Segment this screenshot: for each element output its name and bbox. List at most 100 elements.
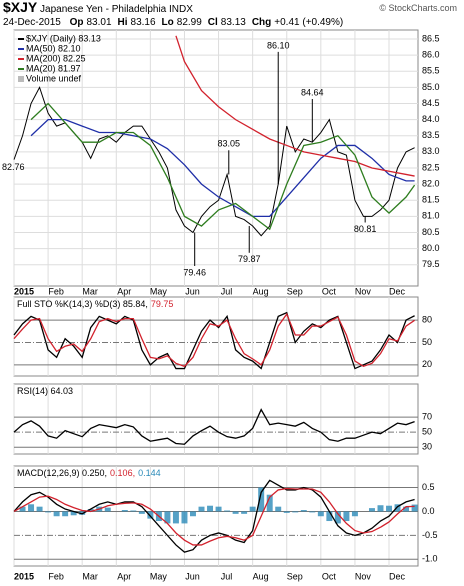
annotation: 86.10 bbox=[267, 40, 290, 50]
histogram-bar bbox=[198, 506, 205, 512]
histogram-bar bbox=[62, 511, 69, 517]
quote-value: 83.13 bbox=[220, 17, 246, 28]
annotation: 80.81 bbox=[354, 224, 377, 234]
x-tick-label: Jul bbox=[221, 286, 233, 296]
histogram-bar bbox=[45, 511, 52, 513]
x-tick-label: Sep bbox=[287, 286, 303, 296]
y-tick-label: 20 bbox=[422, 359, 432, 369]
series-line bbox=[13, 479, 415, 553]
legend-note: Volume undef bbox=[26, 73, 82, 83]
y-tick-label: 84.0 bbox=[422, 114, 440, 124]
credit: © StockCharts.com bbox=[379, 3, 457, 13]
histogram-bar bbox=[411, 504, 418, 512]
histogram-bar bbox=[121, 510, 128, 512]
series-line bbox=[13, 408, 415, 445]
y-tick-label: 81.0 bbox=[422, 211, 440, 221]
series-line bbox=[30, 118, 415, 218]
quote-line: 24-Dec-2015 Op 83.01 Hi 83.16 Lo 82.99 Cl 83.13… bbox=[3, 16, 461, 29]
legend-part: Full STO %K(14,3) %D(3) 85.84, bbox=[17, 299, 148, 309]
y-tick-label: 79.5 bbox=[422, 259, 440, 269]
legend-part: RSI(14) 64.03 bbox=[17, 386, 73, 396]
x-tick-label: Dec bbox=[389, 286, 406, 296]
x-tick-label: 2015 bbox=[14, 286, 34, 296]
y-tick-label: -1.0 bbox=[422, 554, 438, 564]
x-tick-label: Feb bbox=[48, 571, 64, 581]
x-tick-label: 2015 bbox=[14, 571, 34, 581]
histogram-bar bbox=[190, 511, 196, 517]
histogram-bar bbox=[130, 510, 137, 512]
series-line bbox=[30, 102, 416, 231]
y-tick-label: 80 bbox=[422, 314, 432, 324]
annotation: 82.76 bbox=[2, 162, 25, 172]
y-tick-label: 82.5 bbox=[422, 162, 440, 172]
y-tick-label: 70 bbox=[422, 411, 432, 421]
histogram-bar bbox=[172, 511, 179, 524]
y-tick-label: 82.0 bbox=[422, 178, 440, 188]
x-tick-label: Aug bbox=[253, 571, 269, 581]
x-tick-label: Aug bbox=[253, 286, 269, 296]
histogram-bar bbox=[368, 508, 375, 512]
histogram-bar bbox=[28, 504, 35, 512]
quote-value: 83.16 bbox=[130, 17, 156, 28]
x-tick-label: Dec bbox=[389, 571, 406, 581]
histogram-bar bbox=[138, 511, 145, 514]
series-line bbox=[175, 35, 415, 177]
y-tick-label: 30 bbox=[422, 442, 432, 452]
histogram-bar bbox=[309, 511, 316, 513]
x-tick-label: Mar bbox=[82, 571, 98, 581]
x-tick-label: Nov bbox=[355, 571, 372, 581]
x-tick-label: Oct bbox=[322, 571, 337, 581]
histogram-bar bbox=[53, 511, 60, 517]
x-tick-label: Jun bbox=[185, 571, 200, 581]
date: 24-Dec-2015 bbox=[3, 17, 61, 28]
panel-frame bbox=[13, 29, 419, 287]
histogram-bar bbox=[181, 511, 188, 524]
series-line bbox=[13, 487, 415, 546]
histogram-bar bbox=[241, 511, 248, 514]
y-tick-label: 0.5 bbox=[422, 482, 435, 492]
histogram-bar bbox=[249, 506, 256, 512]
legend-label: MA(200) 82.25 bbox=[26, 53, 86, 63]
x-tick-label: Jun bbox=[185, 286, 200, 296]
symbol: $XJY bbox=[3, 0, 38, 15]
y-tick-label: 83.0 bbox=[422, 146, 440, 156]
histogram-bar bbox=[283, 511, 290, 513]
histogram-bar bbox=[207, 505, 214, 512]
x-tick-label: Oct bbox=[322, 286, 337, 296]
x-tick-label: Jul bbox=[221, 571, 233, 581]
y-tick-label: 50 bbox=[422, 337, 432, 347]
panel-legend: RSI(14) 64.03 bbox=[17, 386, 73, 396]
histogram-bar bbox=[147, 511, 154, 519]
y-tick-label: 85.5 bbox=[422, 66, 440, 76]
histogram-bar bbox=[87, 509, 94, 512]
legend-label: MA(20) 81.97 bbox=[26, 63, 81, 73]
series-line bbox=[13, 312, 415, 368]
histogram-bar bbox=[224, 510, 231, 512]
x-tick-label: Nov bbox=[355, 286, 372, 296]
histogram-bar bbox=[104, 507, 111, 512]
quote-label: Hi bbox=[117, 17, 128, 28]
y-tick-label: 85.0 bbox=[422, 82, 440, 92]
histogram-bar bbox=[266, 494, 273, 512]
y-tick-label: 86.0 bbox=[422, 50, 440, 60]
quote-value: 82.99 bbox=[176, 17, 202, 28]
quote-label: Chg bbox=[251, 17, 272, 28]
histogram-bar bbox=[326, 511, 333, 522]
annotation: 84.64 bbox=[301, 87, 324, 97]
histogram-bar bbox=[36, 506, 43, 512]
legend-label: MA(50) 82.10 bbox=[26, 43, 81, 53]
instrument-name: Japanese Yen - Philadelphia bbox=[40, 4, 167, 15]
annotation: 83.05 bbox=[218, 139, 241, 149]
series-line bbox=[13, 311, 415, 370]
x-tick-label: May bbox=[150, 286, 168, 296]
x-tick-label: Feb bbox=[48, 286, 64, 296]
histogram-bar bbox=[19, 506, 26, 512]
y-tick-label: 80.0 bbox=[422, 243, 440, 253]
panel-legend: MACD(12,26,9) 0.250, 0.106, 0.144 bbox=[17, 468, 161, 478]
x-tick-label: Apr bbox=[117, 571, 131, 581]
histogram-bar bbox=[386, 505, 393, 512]
quote-label: Op bbox=[69, 17, 84, 28]
y-tick-label: 80.5 bbox=[422, 227, 440, 237]
